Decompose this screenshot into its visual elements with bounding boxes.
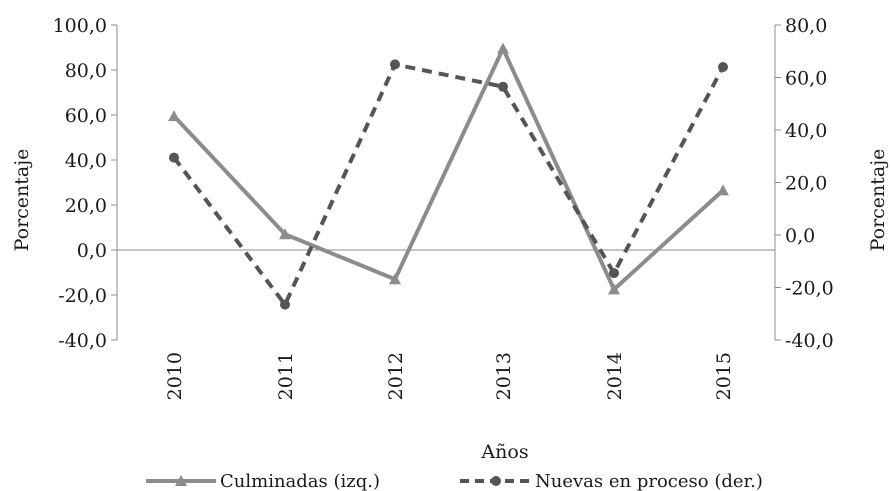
- right-tick-label: -20,0: [785, 278, 834, 300]
- right-y-axis-title: Porcentaje: [867, 149, 889, 252]
- left-tick-label: 40,0: [65, 150, 107, 172]
- right-tick-label: 0,0: [785, 225, 815, 247]
- data-point: [279, 228, 291, 240]
- data-point: [718, 62, 728, 72]
- right-tick-label: -40,0: [785, 330, 834, 352]
- right-tick-label: 80,0: [785, 15, 827, 37]
- x-tick-labels: 2010 2011 2012 2013 2014 2015: [164, 352, 735, 400]
- left-tick-label: 100,0: [53, 15, 107, 37]
- data-point: [498, 81, 508, 92]
- series-line: [172, 43, 725, 293]
- left-tick-label: 60,0: [65, 105, 107, 127]
- data-point: [389, 273, 401, 285]
- data-point: [390, 59, 400, 70]
- legend-label-nuevas: Nuevas en proceso (der.): [535, 471, 763, 491]
- legend-label-culminadas: Culminadas (izq.): [220, 471, 380, 491]
- left-y-axis-title: Porcentaje: [11, 149, 33, 252]
- legend-marker-nuevas: [491, 476, 501, 486]
- data-point: [717, 184, 729, 196]
- left-tick-label: 0,0: [77, 240, 107, 262]
- legend-item-culminadas: Culminadas (izq.): [146, 471, 380, 491]
- x-tick-label: 2011: [275, 352, 297, 400]
- left-tick-label: 20,0: [65, 195, 107, 217]
- data-point: [280, 299, 290, 310]
- left-tick-labels: 100,0 80,0 60,0 40,0 20,0 0,0 -20,0 -40,0: [53, 15, 117, 352]
- data-point: [169, 152, 179, 163]
- right-tick-label: 60,0: [785, 68, 827, 90]
- axes: [116, 25, 776, 340]
- x-tick-label: 2015: [713, 352, 735, 400]
- series-culminadas: [168, 42, 729, 295]
- series-nuevas: [169, 59, 728, 310]
- right-tick-label: 40,0: [785, 120, 827, 142]
- x-tick-label: 2014: [604, 352, 626, 400]
- data-point: [168, 110, 180, 122]
- series-line: [172, 62, 725, 309]
- x-tick-label: 2010: [164, 352, 186, 400]
- right-tick-label: 20,0: [785, 173, 827, 195]
- x-tick-label: 2012: [385, 352, 407, 400]
- left-tick-label: 80,0: [65, 60, 107, 82]
- legend-marker-culminadas: [175, 475, 187, 486]
- data-point: [608, 283, 620, 295]
- legend: Culminadas (izq.) Nuevas en proceso (der…: [146, 471, 763, 491]
- data-point: [609, 268, 619, 279]
- right-tick-labels: 80,0 60,0 40,0 20,0 0,0 -20,0 -40,0: [775, 15, 834, 352]
- legend-item-nuevas: Nuevas en proceso (der.): [460, 471, 763, 491]
- left-tick-label: -40,0: [58, 330, 107, 352]
- left-tick-label: -20,0: [58, 285, 107, 307]
- x-tick-label: 2013: [493, 352, 515, 400]
- x-axis-title: Años: [480, 441, 528, 463]
- data-point: [497, 42, 509, 54]
- series-layer: [168, 42, 729, 310]
